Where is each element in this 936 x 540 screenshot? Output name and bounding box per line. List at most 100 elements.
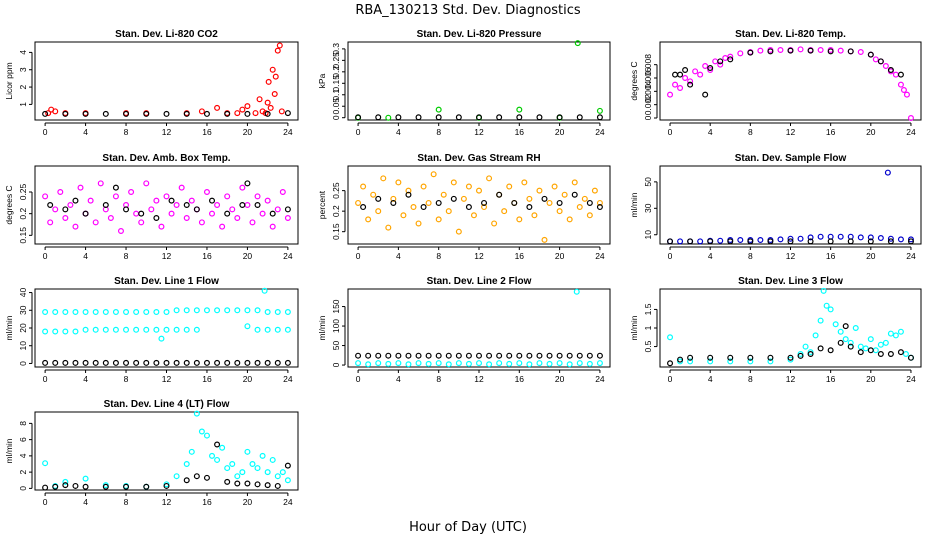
plot-frame <box>34 165 299 245</box>
data-point <box>229 461 236 468</box>
data-point <box>209 452 216 459</box>
figure-xlabel: Hour of Day (UTC) <box>409 520 527 535</box>
data-point <box>123 326 130 333</box>
data-point <box>787 238 794 245</box>
y-axis: 1 2 3 4 <box>18 50 33 107</box>
data-point <box>249 219 256 226</box>
data-point <box>536 114 543 121</box>
data-point <box>254 465 261 472</box>
data-point <box>737 50 744 57</box>
data-point <box>234 307 241 314</box>
y-tick-label: 10 <box>18 341 28 351</box>
data-point <box>832 321 839 328</box>
data-point <box>420 183 427 190</box>
data-point <box>415 114 422 121</box>
data-point <box>173 202 180 209</box>
data-point <box>360 204 367 211</box>
data-point <box>897 71 904 78</box>
data-point <box>390 199 397 206</box>
data-point <box>672 81 679 88</box>
data-point <box>573 288 580 295</box>
data-point <box>847 339 854 346</box>
data-point <box>259 210 266 217</box>
y-tick-label: 0.15 <box>331 75 341 92</box>
data-point <box>153 326 160 333</box>
y-tick-label: 0.15 <box>18 227 28 244</box>
data-point <box>897 81 904 88</box>
data-point <box>486 175 493 182</box>
x-tick-label: 0 <box>43 374 48 384</box>
data-point <box>596 352 603 359</box>
y-axis: 0 2 4 6 8 <box>18 421 33 491</box>
data-point <box>102 483 109 490</box>
data-point <box>687 238 694 245</box>
x-tick-label: 20 <box>555 374 565 384</box>
data-point <box>62 482 69 489</box>
x-tick-label: 8 <box>124 497 129 507</box>
data-point <box>405 352 412 359</box>
data-point <box>375 195 382 202</box>
data-point <box>62 309 69 316</box>
data-point <box>234 110 241 117</box>
data-point <box>566 216 573 223</box>
data-point <box>907 236 914 243</box>
data-point <box>82 309 89 316</box>
y-tick-label: 0.3 <box>331 43 341 55</box>
y-tick-label: 1 <box>18 102 28 107</box>
data-point <box>526 361 533 368</box>
panel-7: Stan. Dev. Line 1 Flow 0 4 8 12 16 20 24 0 10 20 30… <box>4 276 299 384</box>
data-point <box>556 199 563 206</box>
data-point <box>112 309 119 316</box>
x-tick-label: 4 <box>396 374 401 384</box>
data-point <box>203 359 210 366</box>
y-tick-label: 0 <box>331 115 341 120</box>
data-point <box>365 361 372 368</box>
data-point <box>817 345 824 352</box>
data-point <box>460 195 467 202</box>
data-point <box>234 215 241 222</box>
data-point <box>867 234 874 241</box>
data-point <box>842 323 849 330</box>
data-point <box>87 197 94 204</box>
x-tick-label: 24 <box>283 127 293 137</box>
data-point <box>203 474 210 481</box>
x-tick-label: 12 <box>162 251 172 261</box>
data-point <box>133 210 140 217</box>
data-point <box>209 210 216 217</box>
data-point <box>400 212 407 219</box>
data-point <box>193 326 200 333</box>
series-mean <box>355 352 603 359</box>
data-point <box>244 103 251 110</box>
data-point <box>133 359 140 366</box>
data-point <box>882 62 889 69</box>
data-point <box>812 332 819 339</box>
x-tick-label: 8 <box>436 127 441 137</box>
y-tick-label: 20 <box>18 323 28 333</box>
data-point <box>158 335 165 342</box>
data-point <box>138 219 145 226</box>
y-axis: 00.050.10.150.20.250.3 <box>331 43 346 120</box>
data-point <box>274 206 281 213</box>
y-axis-label: ml/min <box>4 438 14 463</box>
data-point <box>823 302 830 309</box>
data-point <box>97 180 104 187</box>
data-point <box>224 110 231 117</box>
x-tick-label: 0 <box>356 127 361 137</box>
data-point <box>546 352 553 359</box>
data-point <box>42 484 49 491</box>
data-point <box>807 47 814 54</box>
data-point <box>52 328 59 335</box>
data-point <box>193 206 200 213</box>
data-point <box>902 351 909 358</box>
data-point <box>727 354 734 361</box>
x-tick-label: 4 <box>396 127 401 137</box>
data-point <box>516 216 523 223</box>
data-point <box>82 475 89 482</box>
y-tick-label: 0.05 <box>331 98 341 115</box>
data-point <box>857 343 864 350</box>
data-point <box>168 197 175 204</box>
data-point <box>425 360 432 367</box>
data-point <box>787 354 794 361</box>
